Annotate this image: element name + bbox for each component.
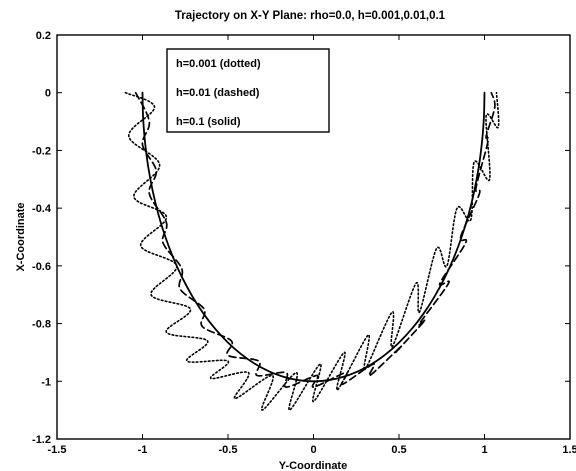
legend-entry-solid: h=0.1 (solid)	[176, 116, 241, 128]
y-tick-label: -1	[41, 376, 51, 388]
x-tick-label: -1.5	[48, 444, 67, 456]
x-tick-label: -1	[138, 444, 148, 456]
series-line-dotted	[124, 91, 500, 411]
x-tick-label: -0.5	[219, 444, 238, 456]
y-tick-label: -1.2	[32, 434, 51, 446]
legend-entry-dotted: h=0.001 (dotted)	[176, 58, 261, 70]
x-axis-label: Y-Coordinate	[279, 460, 347, 471]
series-line-dashed	[134, 91, 496, 388]
y-tick-label: -0.4	[32, 203, 52, 215]
x-tick-label: 0.5	[391, 444, 406, 456]
legend-entry-dashed: h=0.01 (dashed)	[176, 87, 260, 99]
y-tick-label: -0.2	[32, 145, 51, 157]
y-tick-label: 0.2	[36, 30, 51, 42]
x-tick-label: 1	[481, 444, 487, 456]
y-axis-label: X-Coordinate	[15, 202, 27, 271]
x-tick-label: 0	[310, 444, 316, 456]
y-tick-label: -0.8	[32, 319, 51, 331]
chart-title: Trajectory on X-Y Plane: rho=0.0, h=0.00…	[175, 10, 446, 22]
legend-box	[166, 48, 330, 133]
series-layer	[124, 91, 500, 411]
y-tick-label: -0.6	[32, 261, 51, 273]
y-axis-ticks: 0.2 0 -0.2 -0.4 -0.6 -0.8 -1 -1.2	[32, 30, 570, 446]
legend: h=0.001 (dotted) h=0.01 (dashed) h=0.1 (…	[166, 48, 330, 133]
y-tick-label: 0	[45, 88, 51, 100]
x-tick-label: 1.5	[562, 444, 576, 456]
x-axis-ticks: -1.5 -1 -0.5 0 0.5 1 1.5	[48, 35, 576, 456]
series-line-solid	[141, 91, 486, 383]
